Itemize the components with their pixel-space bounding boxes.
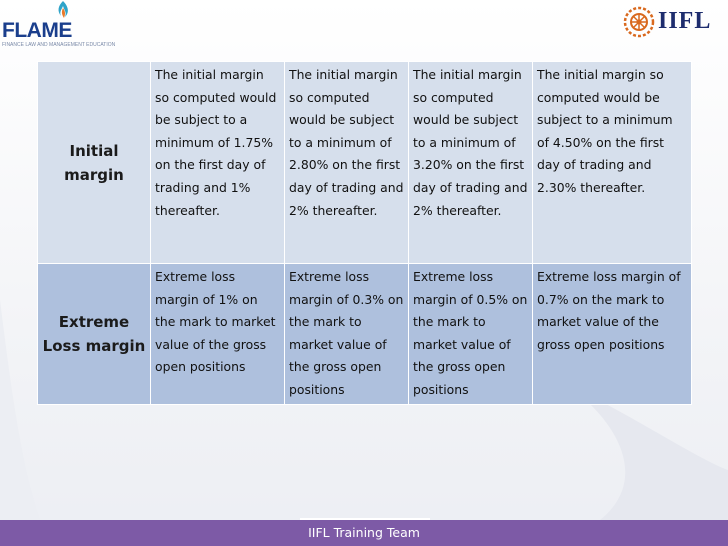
table-cell: The initial margin so computed would be … <box>532 61 692 264</box>
margin-table: Initial margin The initial margin so com… <box>37 61 692 405</box>
iifl-emblem-icon <box>623 6 655 38</box>
row-header-extreme-loss-margin: Extreme Loss margin <box>37 263 151 405</box>
footer-bar <box>0 520 728 546</box>
iifl-wordmark: IIFL <box>658 8 712 34</box>
footer-text: IIFL Training Team <box>308 525 420 540</box>
table-cell: The initial margin so computed would be … <box>284 61 409 264</box>
iifl-logo: IIFL <box>620 2 726 42</box>
flame-logo: FLAME FINANCE LAW AND MANAGEMENT EDUCATI… <box>0 0 115 52</box>
table-row: Initial margin The initial margin so com… <box>37 61 692 264</box>
flame-tagline: FINANCE LAW AND MANAGEMENT EDUCATION <box>2 42 116 48</box>
table-cell: Extreme loss margin of 0.5% on the mark … <box>408 263 533 405</box>
table-cell: Extreme loss margin of 0.3% on the mark … <box>284 263 409 405</box>
table-cell: The initial margin so computed would be … <box>408 61 533 264</box>
flame-icon <box>58 1 68 18</box>
table-cell: Extreme loss margin of 0.7% on the mark … <box>532 263 692 405</box>
table-cell: The initial margin so computed would be … <box>150 61 285 264</box>
footer-divider <box>300 518 430 520</box>
table-row: Extreme Loss margin Extreme loss margin … <box>37 263 692 405</box>
table-cell: Extreme loss margin of 1% on the mark to… <box>150 263 285 405</box>
flame-wordmark: FLAME <box>2 19 72 42</box>
row-header-initial-margin: Initial margin <box>37 61 151 264</box>
